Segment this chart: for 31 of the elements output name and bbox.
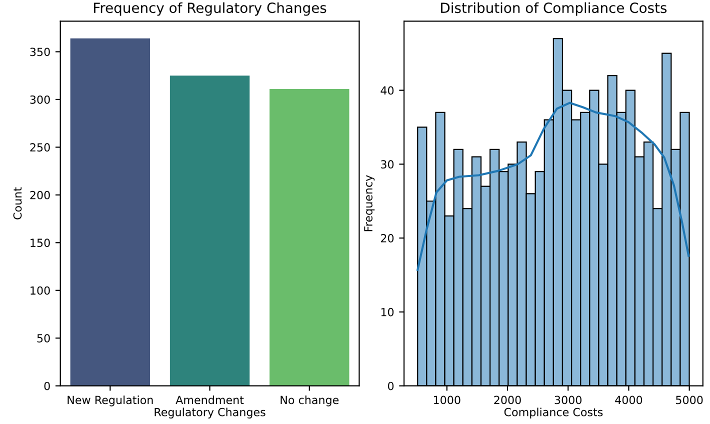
y-tick-label: 30 xyxy=(381,160,394,169)
y-tick-label: 250 xyxy=(30,143,50,152)
y-tick-label: 100 xyxy=(30,286,50,295)
x-tick-label: 2000 xyxy=(494,396,521,404)
bar xyxy=(170,76,250,386)
y-tick-label: 50 xyxy=(37,334,50,342)
y-axis-title: Frequency xyxy=(364,175,375,232)
y-tick-label: 300 xyxy=(30,95,50,104)
x-tick-label: Amendment xyxy=(176,396,244,404)
bar xyxy=(270,88,350,386)
x-tick-label: No change xyxy=(280,396,339,406)
y-tick-label: 20 xyxy=(380,234,394,242)
x-axis-title: Compliance Costs xyxy=(504,408,603,418)
x-tick-label: 1000 xyxy=(434,396,460,404)
y-axis-title: Count xyxy=(13,187,22,220)
y-tick-label: 0 xyxy=(388,382,394,390)
y-tick-label: 200 xyxy=(30,190,50,200)
y-tick-label: 0 xyxy=(44,382,50,390)
line-series xyxy=(416,102,690,271)
bar xyxy=(70,38,150,386)
x-tick-label: New Regulation xyxy=(68,396,153,406)
chart-title: Distribution of Compliance Costs xyxy=(441,2,667,16)
x-tick-label: 4000 xyxy=(615,396,642,404)
x-tick-label: 5000 xyxy=(676,396,703,404)
y-tick-label: 40 xyxy=(380,86,394,95)
x-axis-title: Regulatory Changes xyxy=(154,408,266,418)
y-tick-label: 350 xyxy=(30,48,50,56)
chart-title: Frequency of Regulatory Changes xyxy=(94,2,326,16)
y-tick-label: 10 xyxy=(381,308,394,316)
x-tick-label: 3000 xyxy=(554,396,582,404)
y-tick-label: 150 xyxy=(30,238,50,248)
